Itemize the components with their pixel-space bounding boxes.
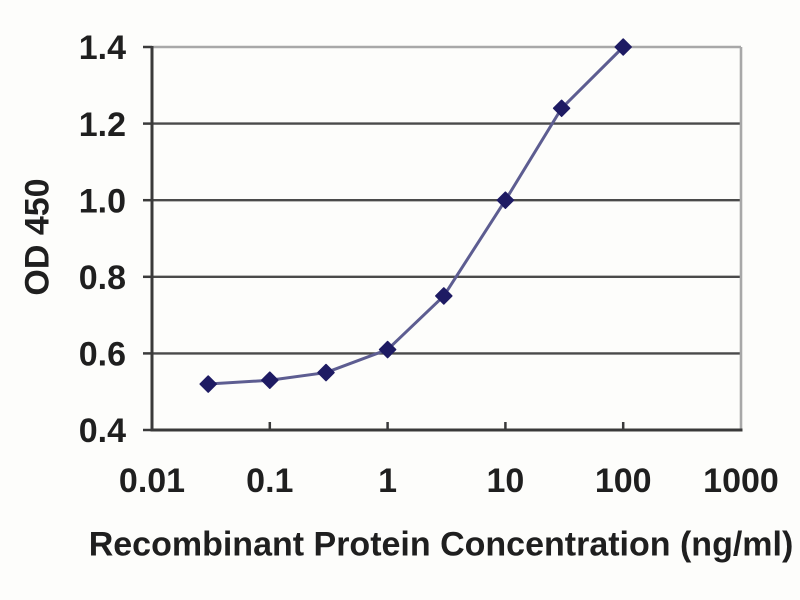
data-point-marker <box>496 191 515 209</box>
x-tick-label: 1000 <box>703 462 779 500</box>
y-tick-label: 0.4 <box>79 412 126 450</box>
x-tick-label: 0.01 <box>119 462 185 500</box>
x-tick-label: 1 <box>378 462 397 500</box>
series-line <box>208 45 625 386</box>
data-point-marker <box>378 340 397 359</box>
data-point-marker <box>614 38 632 56</box>
data-point-marker <box>199 375 217 393</box>
data-point-marker <box>261 371 279 389</box>
y-tick-label: 0.6 <box>79 336 126 374</box>
x-tick-label: 0.1 <box>246 462 293 500</box>
x-axis-title: Recombinant Protein Concentration (ng/ml… <box>88 525 794 564</box>
data-point-marker <box>435 287 453 305</box>
y-tick-label: 1.4 <box>79 29 126 67</box>
y-axis-title: OD 450 <box>18 178 57 296</box>
y-tick-label: 1.0 <box>79 182 126 220</box>
y-tick-label: 0.8 <box>79 259 126 297</box>
x-tick-label: 100 <box>595 462 652 500</box>
y-tick-label: 1.2 <box>79 106 126 144</box>
data-point-marker <box>552 99 571 118</box>
x-tick-label: 10 <box>486 462 524 500</box>
data-point-marker <box>317 363 335 382</box>
